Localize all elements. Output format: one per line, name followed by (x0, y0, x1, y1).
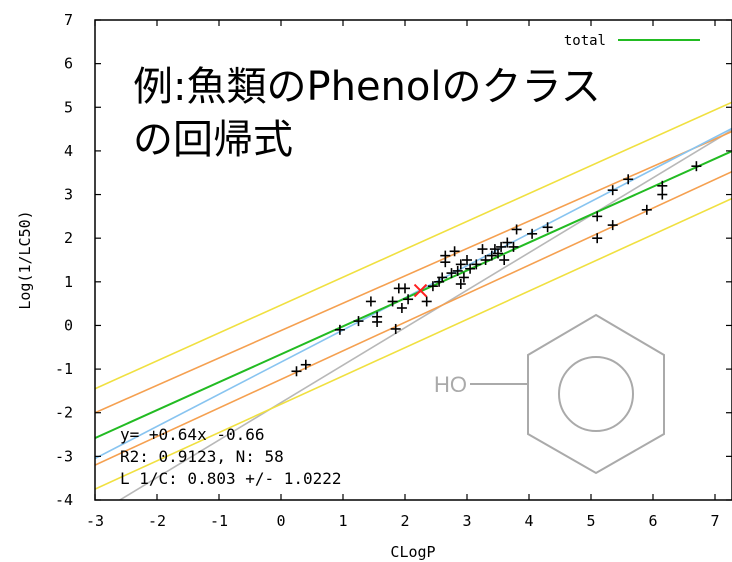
y-axis-label: Log(1/LC50) (16, 210, 34, 309)
data-point (446, 268, 457, 279)
line-lower-pi (95, 197, 732, 490)
data-point (452, 265, 463, 276)
y-tick-label: 5 (64, 98, 73, 116)
data-point (449, 246, 460, 257)
phenol-structure-icon: HO (434, 313, 665, 475)
legend-label-total: total (564, 33, 606, 49)
x-tick-label: 6 (648, 512, 657, 530)
x-tick-label: -2 (148, 512, 166, 530)
line-regression (95, 150, 732, 439)
plot-frame (94, 19, 732, 501)
x-tick-label: 5 (586, 512, 595, 530)
data-point (372, 316, 383, 327)
data-point (607, 185, 618, 196)
mean-marker (413, 283, 428, 298)
data-point (471, 259, 482, 270)
data-point (462, 255, 472, 265)
data-point (542, 222, 553, 233)
data-point (437, 272, 448, 283)
data-point (486, 250, 497, 261)
data-point (396, 303, 407, 313)
data-point (421, 296, 432, 307)
x-axis-label: CLogP (390, 543, 435, 561)
data-point (496, 241, 507, 252)
data-point (455, 279, 466, 289)
data-point (390, 323, 401, 334)
data-point (455, 259, 466, 270)
data-point (458, 272, 469, 283)
data-point (300, 359, 311, 370)
y-tick-label: -4 (55, 491, 73, 509)
data-point (440, 250, 451, 261)
y-tick-label: -3 (55, 447, 73, 465)
data-point (592, 211, 603, 222)
data-point (508, 241, 519, 252)
data-point (502, 237, 513, 248)
data-point (592, 233, 603, 244)
stat-r2: R2: 0.9123, N: 58 (120, 447, 284, 466)
data-point (465, 263, 476, 274)
data-point (499, 255, 510, 265)
data-point (403, 294, 414, 305)
y-tick-label: -1 (55, 360, 73, 378)
data-point (480, 255, 491, 265)
y-tick-label: -2 (55, 404, 73, 422)
x-tick-label: 2 (400, 512, 409, 530)
x-tick-label: 0 (276, 512, 285, 530)
data-point (641, 204, 652, 215)
data-point (353, 316, 364, 327)
data-point (477, 244, 488, 255)
x-tick-label: 1 (338, 512, 347, 530)
x-tick-label: 7 (710, 512, 719, 530)
y-tick-label: 0 (64, 316, 73, 334)
y-tick-label: 2 (64, 229, 73, 247)
x-tick-label: 4 (524, 512, 533, 530)
line-lower-ci (95, 170, 732, 466)
x-tick-label: -1 (210, 512, 228, 530)
data-point (511, 224, 522, 235)
data-point (427, 281, 438, 292)
data-point (623, 174, 634, 185)
y-tick-label: 6 (64, 55, 73, 73)
data-point (657, 189, 668, 200)
y-tick-label: 3 (64, 186, 73, 204)
y-tick-label: 1 (64, 273, 73, 291)
data-point (527, 228, 538, 239)
data-point (387, 296, 398, 307)
data-point (657, 180, 668, 191)
stat-interval: L 1/C: 0.803 +/- 1.0222 (120, 469, 342, 488)
data-point (493, 248, 503, 259)
line-upper-pi (95, 101, 732, 390)
annotation-title-line-2: の回帰式 (133, 117, 293, 163)
line-upper-ci (95, 130, 732, 414)
structure-label-ho: HO (434, 372, 467, 397)
y-tick-label: 4 (64, 142, 73, 160)
data-point (400, 283, 410, 294)
data-point (334, 324, 345, 335)
data-point (607, 220, 618, 231)
stat-equation: y= +0.64x -0.66 (120, 425, 265, 444)
data-points (291, 161, 702, 377)
annotation-title-line-1: 例:魚類のPhenolのクラス (133, 64, 601, 110)
x-tick-label: -3 (86, 512, 104, 530)
data-point (691, 161, 702, 172)
y-tick-label: 7 (64, 11, 73, 29)
x-tick-label: 3 (462, 512, 471, 530)
data-point (365, 296, 376, 307)
data-point (291, 366, 302, 377)
